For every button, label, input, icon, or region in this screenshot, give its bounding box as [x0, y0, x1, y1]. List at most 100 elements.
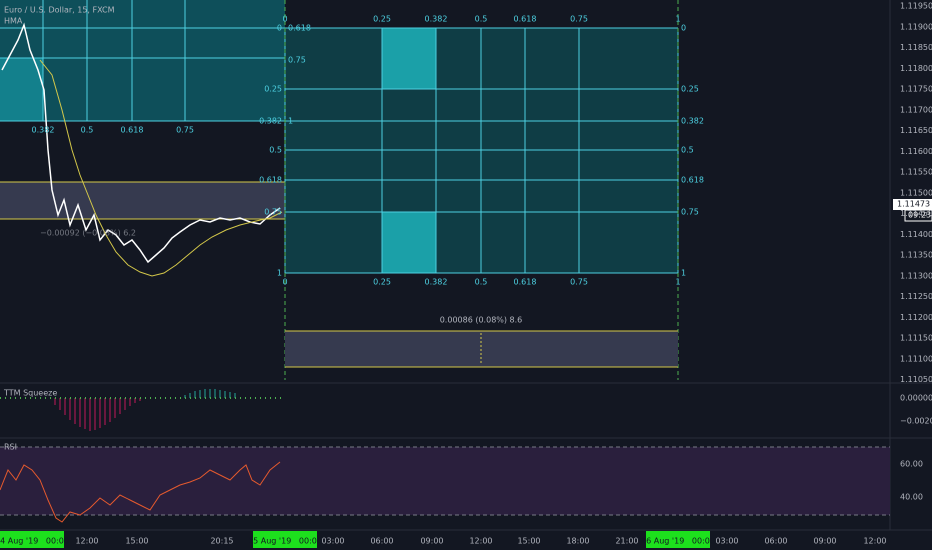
fib-label: 0.75	[176, 126, 194, 135]
fib-cell	[382, 212, 436, 273]
price-label: 1.11700	[900, 105, 932, 114]
price-label: 1.11300	[900, 271, 932, 280]
time-label: 16 Aug '19 00:00	[641, 537, 715, 546]
date-tag	[253, 531, 317, 548]
current-price: 1.11473	[897, 200, 930, 209]
price-label: 1.11850	[900, 43, 932, 52]
fib-label: 0	[282, 15, 287, 24]
time-label: 12:00	[863, 537, 886, 546]
time-label: 03:00	[321, 537, 344, 546]
fib-label: 0	[282, 278, 287, 287]
fib-label: 0.25	[373, 278, 391, 287]
price-label: 1.11100	[900, 354, 932, 363]
date-tag	[0, 531, 64, 548]
fib-label: 0.382	[259, 117, 282, 126]
price-tag	[893, 199, 932, 210]
fib-label: 0.618	[514, 278, 537, 287]
ttm-label: −0.00200	[900, 417, 932, 426]
date-range-lines	[284, 0, 679, 380]
hma-line	[39, 59, 283, 277]
measure-label: −0.00092 (−0.08%) 6.2	[40, 229, 136, 238]
fib-label: 0.5	[81, 126, 94, 135]
time-label: 15:00	[517, 537, 540, 546]
fib-label: 0.75	[264, 208, 282, 217]
fib-label: 1	[277, 269, 282, 278]
price-label: 1.11550	[900, 168, 932, 177]
rsi-bounds	[0, 446, 890, 516]
fib-label: 0.382	[32, 126, 55, 135]
time-label: 09:00	[813, 537, 836, 546]
fib-label: 0.25	[681, 85, 699, 94]
price-label: 1.11050	[900, 375, 932, 384]
price-label: 1.11950	[900, 2, 932, 11]
price-line	[1, 22, 281, 264]
time-label: 03:00	[715, 537, 738, 546]
price-label: 1.11650	[900, 126, 932, 135]
panel-separators	[0, 0, 932, 531]
symbol-title: Euro / U.S. Dollar, 15, FXCM	[4, 6, 115, 15]
fib-label: 0.5	[475, 278, 488, 287]
price-label: 1.11250	[900, 292, 932, 301]
fib-label: 1	[681, 269, 686, 278]
fib-label: 0.75	[570, 278, 588, 287]
time-label: 20:15	[210, 537, 233, 546]
price-label: 1.11500	[900, 188, 932, 197]
price-label: 1.11200	[900, 313, 932, 322]
countdown: 09:23	[908, 211, 931, 220]
time-label: 12:00	[469, 537, 492, 546]
price-label: 1.11800	[900, 64, 932, 73]
rsi-label: 40.00	[900, 493, 923, 502]
price-label: 1.11450	[900, 209, 932, 218]
measure-label: 0.00086 (0.08%) 8.6	[440, 316, 523, 325]
left-fib-lines	[0, 0, 285, 122]
fib-label: 1	[675, 278, 680, 287]
fib-label: 0.618	[681, 176, 704, 185]
fib-label: 0.618	[259, 176, 282, 185]
fib-label: 1	[675, 15, 680, 24]
fib-label: 0.382	[425, 15, 448, 24]
rsi-name: RSI	[4, 443, 17, 452]
left-fib-cell	[0, 58, 43, 121]
rsi-band	[0, 447, 890, 515]
fib-label: 1	[288, 117, 293, 126]
time-label: 21:00	[615, 537, 638, 546]
time-label: 18:00	[566, 537, 589, 546]
fib-label: 0.75	[570, 15, 588, 24]
price-label: 1.11900	[900, 22, 932, 31]
ttm-name: TTM Squeeze	[3, 389, 57, 398]
range-box	[0, 182, 285, 219]
date-tag	[646, 531, 710, 548]
fib-label: 0.618	[121, 126, 144, 135]
fib-label: 0	[277, 24, 282, 33]
time-label: 14 Aug '19 00:00	[0, 537, 69, 546]
price-label: 1.11350	[900, 251, 932, 260]
fib-label: 0.618	[288, 24, 311, 33]
fib-label: 0.5	[681, 146, 694, 155]
fib-label: 0.618	[514, 15, 537, 24]
fib-label: 0.25	[264, 85, 282, 94]
time-label: 06:00	[370, 537, 393, 546]
price-label: 1.11150	[900, 334, 932, 343]
fib-label: 0.75	[288, 56, 306, 65]
rsi-label: 60.00	[900, 460, 923, 469]
time-label: 06:00	[764, 537, 787, 546]
price-label: 1.11750	[900, 85, 932, 94]
rsi-line	[0, 461, 281, 523]
measure-lines	[285, 330, 678, 368]
price-label: 1.11400	[900, 230, 932, 239]
fib-label: 0.75	[681, 208, 699, 217]
ttm-label: 0.00000	[900, 394, 932, 403]
ttm-negative	[54, 398, 141, 431]
fib-label: 0.5	[269, 146, 282, 155]
fib-label: 0.25	[373, 15, 391, 24]
fib-label: 0	[681, 24, 686, 33]
fib-label: 0.382	[681, 117, 704, 126]
price-label: 1.11600	[900, 147, 932, 156]
time-label: 09:00	[420, 537, 443, 546]
fib-cell	[382, 28, 436, 89]
left-fib-box	[0, 0, 285, 121]
fib-label: 0.382	[425, 278, 448, 287]
fib-label: 0.5	[475, 15, 488, 24]
countdown-tag	[904, 209, 932, 222]
time-label: 15 Aug '19 00:00	[248, 537, 322, 546]
